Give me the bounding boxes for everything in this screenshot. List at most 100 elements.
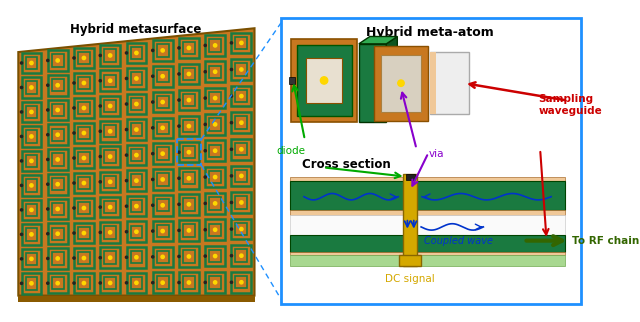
Circle shape [152, 101, 154, 103]
Circle shape [83, 156, 86, 160]
Bar [153, 272, 173, 293]
Bar [127, 94, 147, 114]
Circle shape [152, 49, 154, 52]
Bar [157, 96, 168, 108]
Circle shape [73, 282, 75, 284]
Circle shape [240, 174, 243, 177]
Bar [236, 223, 247, 235]
Bar [157, 199, 168, 212]
Circle shape [230, 281, 232, 283]
Bar [48, 223, 68, 244]
Text: Cross section: Cross section [302, 158, 391, 171]
Circle shape [56, 59, 60, 62]
Circle shape [188, 99, 191, 102]
Circle shape [73, 82, 75, 84]
Circle shape [73, 157, 75, 159]
Bar [52, 228, 63, 240]
Circle shape [99, 181, 101, 183]
Bar [104, 226, 116, 239]
Bar [52, 203, 63, 215]
Bar [205, 219, 225, 240]
Circle shape [178, 125, 180, 127]
Circle shape [99, 130, 101, 132]
Circle shape [56, 133, 60, 136]
Bar [131, 277, 142, 289]
Bar [209, 276, 221, 289]
Circle shape [204, 150, 206, 152]
Bar [127, 222, 147, 242]
Circle shape [152, 178, 154, 181]
Circle shape [152, 230, 154, 232]
Bar [127, 145, 147, 166]
Bar [236, 37, 247, 49]
Circle shape [178, 99, 180, 101]
Bar [153, 221, 173, 242]
Circle shape [188, 203, 191, 206]
Circle shape [240, 201, 243, 204]
Bar [74, 273, 94, 293]
Bar [104, 150, 116, 163]
Circle shape [161, 204, 164, 207]
Circle shape [161, 229, 164, 233]
Bar [179, 142, 199, 163]
Circle shape [109, 104, 112, 108]
Circle shape [240, 227, 243, 231]
Bar [52, 54, 63, 67]
Circle shape [109, 205, 112, 209]
Circle shape [109, 256, 112, 259]
Circle shape [188, 281, 191, 284]
Circle shape [47, 282, 49, 284]
Circle shape [99, 206, 101, 208]
Bar [205, 62, 225, 82]
Circle shape [152, 256, 154, 258]
Bar [205, 35, 225, 56]
Circle shape [240, 281, 243, 284]
Bar [48, 199, 68, 219]
Circle shape [398, 80, 404, 86]
Bar [26, 57, 37, 69]
Bar [48, 248, 68, 269]
Bar [104, 201, 116, 213]
Bar [153, 40, 173, 61]
Circle shape [178, 255, 180, 258]
Circle shape [109, 231, 112, 234]
Bar [291, 39, 357, 122]
Bar [236, 90, 247, 102]
Bar [232, 245, 252, 266]
Bar [296, 45, 351, 116]
Bar [290, 255, 565, 266]
Circle shape [214, 123, 217, 126]
Bar [157, 147, 168, 160]
Bar [131, 123, 142, 136]
Circle shape [99, 257, 101, 259]
Circle shape [204, 229, 206, 231]
Text: Sampling
waveguide: Sampling waveguide [538, 94, 602, 116]
Bar [22, 273, 42, 294]
Circle shape [214, 44, 217, 47]
Circle shape [188, 151, 191, 154]
Bar [183, 250, 195, 263]
Text: Coupled wave: Coupled wave [424, 236, 493, 246]
Bar [153, 92, 173, 112]
Circle shape [20, 209, 22, 211]
Circle shape [20, 184, 22, 186]
Bar [22, 224, 42, 245]
Bar [157, 225, 168, 237]
Circle shape [83, 56, 86, 60]
Bar [153, 169, 173, 190]
Circle shape [20, 86, 22, 89]
Bar [52, 153, 63, 166]
Circle shape [135, 154, 138, 157]
Circle shape [161, 255, 164, 259]
Circle shape [135, 281, 138, 284]
Bar [403, 174, 417, 266]
Bar [205, 88, 225, 109]
Circle shape [56, 281, 60, 285]
Bar [153, 66, 173, 87]
Bar [52, 104, 63, 116]
Circle shape [30, 233, 33, 236]
Circle shape [230, 255, 232, 257]
Bar [157, 277, 168, 289]
Circle shape [214, 149, 217, 152]
Circle shape [230, 42, 232, 44]
